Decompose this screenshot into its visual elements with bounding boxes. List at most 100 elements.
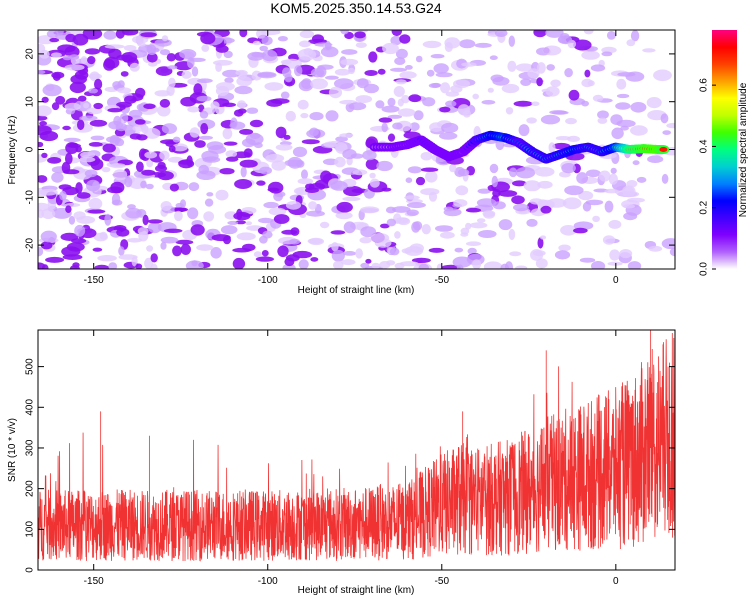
noise-patch [399,34,411,44]
noise-patch [481,100,496,105]
noise-patch [172,136,181,143]
noise-patch [608,173,619,185]
noise-patch [146,52,158,63]
noise-patch [545,30,564,38]
spectrogram-y-label: Frequency (Hz) [7,116,18,185]
noise-patch [193,83,203,96]
noise-patch [341,49,358,55]
noise-patch [453,199,468,208]
noise-patch [392,206,411,213]
signal-core [659,147,668,152]
noise-patch [354,31,366,39]
noise-patch [252,40,261,46]
noise-patch [399,71,417,79]
noise-patch [38,175,48,183]
noise-patch [112,169,128,181]
noise-patch [602,235,616,245]
noise-patch [103,59,116,71]
noise-patch [247,51,265,61]
noise-patch [239,30,248,38]
noise-patch [630,102,647,113]
noise-patch [40,230,57,243]
noise-patch [387,97,396,107]
noise-patch [123,45,137,51]
noise-patch [627,261,642,269]
noise-patch [208,145,227,154]
y-tick-label: 10 [25,96,36,108]
noise-patch [126,238,143,243]
noise-patch [369,172,376,179]
spectrogram-x-label: Height of straight line (km) [298,285,415,296]
noise-patch [422,40,442,49]
noise-patch [65,152,73,165]
noise-patch [172,245,182,257]
noise-patch [630,30,640,42]
noise-patch [425,170,438,183]
x-tick-label: -50 [435,576,450,587]
noise-patch [520,78,532,87]
noise-patch [413,110,424,121]
noise-patch [239,159,258,168]
noise-patch [546,198,567,208]
noise-patch [565,117,577,125]
noise-patch [301,78,313,90]
noise-patch [39,121,47,126]
noise-patch [237,108,247,114]
noise-patch [57,44,76,53]
noise-patch [68,142,79,147]
noise-patch [465,207,482,213]
noise-patch [626,39,636,47]
noise-patch [122,30,139,36]
noise-patch [404,195,420,200]
noise-patch [62,186,79,196]
noise-patch [116,54,129,61]
noise-patch [284,159,304,167]
noise-patch [535,258,548,269]
noise-patch [148,50,156,56]
x-tick-label: -100 [258,275,278,286]
noise-patch [305,183,315,191]
noise-patch [129,109,143,118]
noise-patch [360,262,370,269]
noise-patch [94,264,110,269]
noise-patch [455,185,469,196]
noise-patch [256,180,266,186]
noise-patch [435,225,453,232]
noise-patch [340,58,359,66]
noise-patch [275,126,287,139]
noise-patch [661,173,669,184]
noise-patch [88,88,98,94]
noise-patch [590,64,606,72]
noise-patch [380,223,390,229]
noise-patch [124,95,137,104]
noise-patch [203,211,215,222]
y-tick-label: 0 [25,567,36,573]
noise-patch [579,257,596,263]
noise-patch [64,64,85,71]
noise-patch [101,167,111,173]
noise-patch [111,199,123,206]
noise-patch [39,130,59,142]
noise-patch [581,78,593,88]
noise-patch [584,69,591,78]
noise-patch [439,132,458,140]
colorbar-tick-label: 0.6 [699,78,710,92]
noise-patch [310,68,325,78]
noise-patch [560,225,577,236]
y-tick-label: 20 [25,48,36,60]
noise-patch [381,187,392,192]
noise-patch [108,262,118,269]
noise-patch [292,250,313,259]
y-tick-label: -10 [25,190,36,205]
noise-patch [180,96,197,107]
noise-patch [199,110,209,119]
noise-patch [537,180,553,189]
noise-patch [319,221,330,229]
noise-patch [428,83,441,89]
noise-patch [527,68,540,79]
noise-patch [196,95,212,102]
noise-patch [616,78,627,90]
noise-patch [254,142,263,149]
noise-patch [268,181,284,194]
noise-patch [476,218,486,223]
